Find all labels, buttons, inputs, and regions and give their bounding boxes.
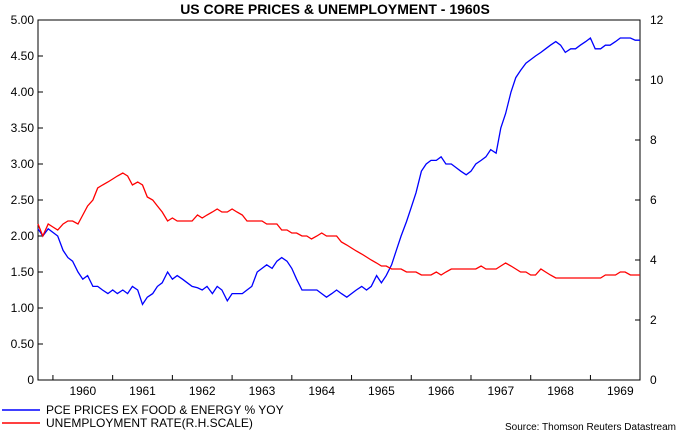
- x-tick-label: 1964: [308, 384, 335, 398]
- x-tick-label: 1967: [487, 384, 514, 398]
- legend-label-unemployment: UNEMPLOYMENT RATE(R.H.SCALE): [46, 416, 253, 430]
- series-group: [37, 36, 640, 306]
- left-tick-label: 3.50: [11, 121, 35, 135]
- x-tick-label: 1968: [547, 384, 574, 398]
- right-tick-label: 2: [650, 313, 657, 327]
- left-tick-label: 4.50: [11, 49, 35, 63]
- plot-area-frame: [37, 19, 641, 381]
- right-tick-label: 6: [650, 193, 657, 207]
- left-tick-label: 0: [27, 373, 34, 387]
- right-tick-label: 4: [650, 253, 657, 267]
- x-tick-label: 1961: [129, 384, 156, 398]
- left-tick-label: 2.50: [11, 193, 35, 207]
- x-axis: 1960 1961 1962 1963 1964 1965 1966 1967 1968 1969: [52, 375, 634, 398]
- left-tick-label: 1.50: [11, 265, 35, 279]
- right-tick-label: 12: [650, 13, 664, 27]
- series-line-pce: [37, 36, 640, 306]
- left-tick-label: 0.50: [11, 337, 35, 351]
- legend: PCE PRICES EX FOOD & ENERGY % YOY UNEMPL…: [2, 403, 284, 430]
- right-axis: 0 2 4 6 8 10 12: [635, 13, 664, 387]
- x-tick-label: 1960: [69, 384, 96, 398]
- right-tick-label: 0: [650, 373, 657, 387]
- source-note: Source: Thomson Reuters Datastream: [505, 422, 676, 433]
- x-tick-label: 1962: [189, 384, 216, 398]
- x-tick-label: 1963: [249, 384, 276, 398]
- x-tick-label: 1966: [428, 384, 455, 398]
- left-axis: 0 0.50 1.00 1.50 2.00 2.50 3.00 3.50 4.00 4.50 5.0…: [11, 13, 43, 387]
- x-tick-label: 1965: [368, 384, 395, 398]
- right-tick-label: 8: [650, 133, 657, 147]
- left-tick-label: 1.00: [11, 301, 35, 315]
- left-tick-label: 2.00: [11, 229, 35, 243]
- legend-label-pce: PCE PRICES EX FOOD & ENERGY % YOY: [46, 403, 284, 417]
- left-tick-label: 5.00: [11, 13, 35, 27]
- x-tick-label: 1969: [607, 384, 634, 398]
- chart-title: US CORE PRICES & UNEMPLOYMENT - 1960S: [180, 1, 490, 17]
- left-tick-label: 3.00: [11, 157, 35, 171]
- right-tick-label: 10: [650, 73, 664, 87]
- series-line-unemployment: [37, 172, 640, 279]
- left-tick-label: 4.00: [11, 85, 35, 99]
